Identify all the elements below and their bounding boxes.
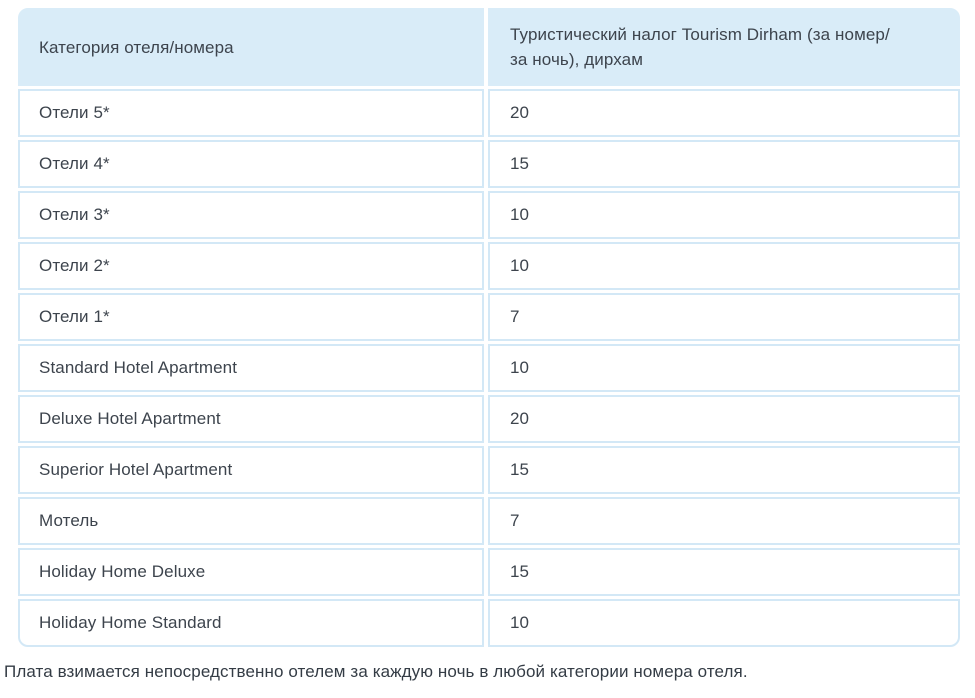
table-row: Отели 2* 10	[18, 242, 960, 290]
value-cell: 7	[488, 293, 960, 341]
table-row: Отели 5* 20	[18, 89, 960, 137]
table-row: Deluxe Hotel Apartment 20	[18, 395, 960, 443]
category-cell: Отели 1*	[18, 293, 484, 341]
category-cell: Standard Hotel Apartment	[18, 344, 484, 392]
header-tax-cell: Туристический налог Tourism Dirham (за н…	[488, 8, 960, 86]
value-cell: 15	[488, 446, 960, 494]
table-row: Отели 1* 7	[18, 293, 960, 341]
value-cell: 10	[488, 344, 960, 392]
value-cell: 7	[488, 497, 960, 545]
table-row: Holiday Home Standard 10	[18, 599, 960, 647]
header-category-cell: Категория отеля/номера	[18, 8, 484, 86]
table-row: Holiday Home Deluxe 15	[18, 548, 960, 596]
category-cell: Superior Hotel Apartment	[18, 446, 484, 494]
category-cell: Holiday Home Deluxe	[18, 548, 484, 596]
value-cell: 20	[488, 89, 960, 137]
footnote: Плата взимается непосредственно отелем з…	[4, 662, 748, 681]
value-cell: 10	[488, 191, 960, 239]
tourism-tax-table: Категория отеля/номера Туристический нал…	[18, 8, 960, 647]
value-cell: 10	[488, 242, 960, 290]
value-cell: 15	[488, 548, 960, 596]
table-row: Мотель 7	[18, 497, 960, 545]
category-cell: Отели 5*	[18, 89, 484, 137]
category-cell: Отели 2*	[18, 242, 484, 290]
category-cell: Holiday Home Standard	[18, 599, 484, 647]
category-cell: Отели 4*	[18, 140, 484, 188]
value-cell: 10	[488, 599, 960, 647]
value-cell: 20	[488, 395, 960, 443]
table-row: Superior Hotel Apartment 15	[18, 446, 960, 494]
category-cell: Deluxe Hotel Apartment	[18, 395, 484, 443]
table-row: Отели 3* 10	[18, 191, 960, 239]
value-cell: 15	[488, 140, 960, 188]
category-cell: Мотель	[18, 497, 484, 545]
table-header-row: Категория отеля/номера Туристический нал…	[18, 8, 960, 86]
category-cell: Отели 3*	[18, 191, 484, 239]
table-row: Standard Hotel Apartment 10	[18, 344, 960, 392]
table-row: Отели 4* 15	[18, 140, 960, 188]
